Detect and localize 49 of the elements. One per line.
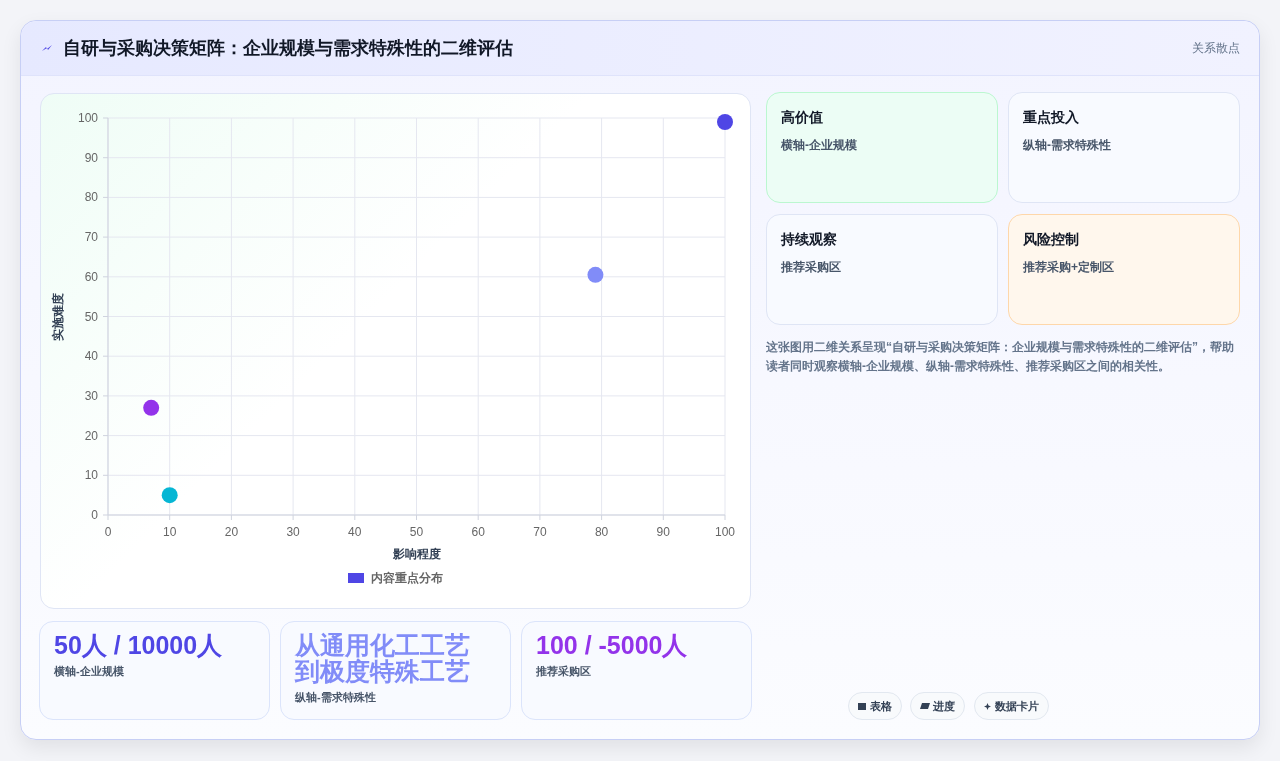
x-tick-label: 40 (348, 525, 362, 539)
text: 从通用化工工艺到极度特殊工艺 (295, 631, 471, 685)
text: 推荐采购区 (536, 664, 592, 679)
text: 关系散点 (1191, 40, 1240, 57)
y-tick-label: 100 (77, 111, 99, 125)
point (717, 113, 733, 130)
x-tick-label: 90 (656, 525, 671, 539)
x-tick-label: 0 (104, 525, 112, 539)
x-axis-title: 影响程度 (391, 547, 441, 561)
text: 50人 / 10000人 (54, 631, 224, 659)
text: 重点投入 (1023, 109, 1080, 127)
y-tick-label: 40 (84, 349, 99, 364)
x-tick-label: 70 (533, 525, 547, 539)
x-tick-label: 30 (286, 525, 301, 539)
text: 100 / -5000人 (536, 631, 689, 659)
x-tick-label: 10 (163, 525, 177, 539)
text: 横轴-企业规模 (781, 137, 858, 154)
y-tick-label: 60 (84, 269, 99, 284)
text: 推荐采购+定制区 (1023, 259, 1115, 276)
text: 数据卡片 (974, 692, 1049, 720)
legend-label: 内容重点分布 (371, 571, 443, 585)
y-tick-label: 30 (84, 388, 99, 403)
x-tick-label: 50 (409, 525, 424, 539)
y-tick-label: 10 (84, 468, 99, 483)
y-tick-label: 20 (84, 428, 99, 443)
text: 持续观察 (781, 231, 838, 249)
text: 进度 (910, 692, 965, 720)
text: 推荐采购区 (781, 259, 842, 276)
y-tick-label: 0 (91, 508, 99, 522)
text: 横轴-企业规模 (54, 664, 125, 679)
x-tick-label: 60 (471, 525, 486, 539)
y-axis-title: 实施难度 (51, 292, 65, 341)
y-tick-label: 70 (84, 230, 99, 245)
text: 表格 (848, 692, 902, 720)
text: 纵轴-需求特殊性 (1023, 137, 1112, 154)
text: 高价值 (781, 109, 824, 127)
y-tick-label: 90 (84, 150, 99, 165)
text: 纵轴-需求特殊性 (295, 690, 377, 705)
y-tick-label: 50 (84, 309, 99, 324)
point (143, 399, 160, 416)
text: 这张图用二维关系呈现“自研与采购决策矩阵：企业规模与需求特殊性的二维评估”，帮助读者同时观察横轴-企业规模、纵轴-需求特殊性、推荐采购区之间的相关性。 (766, 339, 1235, 375)
text: 风险控制 (1023, 231, 1080, 249)
x-tick-label: 100 (714, 525, 736, 539)
x-tick-label: 80 (594, 525, 609, 539)
chart-title: 自研与采购决策矩阵：企业规模与需求特殊性的二维评估 (63, 37, 513, 60)
y-tick-label: 80 (84, 190, 99, 205)
x-tick-label: 20 (224, 525, 239, 539)
point (587, 266, 604, 283)
point (161, 487, 178, 504)
